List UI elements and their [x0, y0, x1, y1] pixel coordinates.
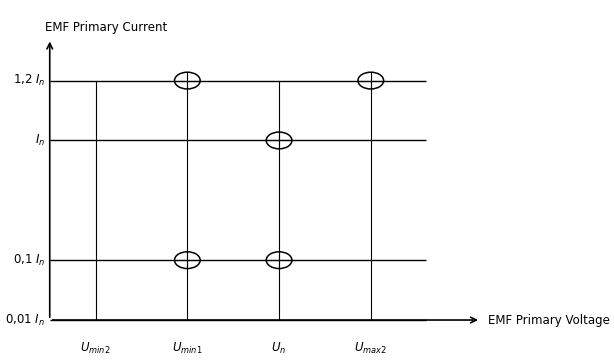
Text: EMF Primary Current: EMF Primary Current: [45, 21, 168, 34]
Text: $U_n$: $U_n$: [271, 341, 287, 356]
Text: 1,2 $I_n$: 1,2 $I_n$: [13, 73, 45, 88]
Text: $U_{max2}$: $U_{max2}$: [354, 341, 387, 356]
Text: $I_n$: $I_n$: [35, 133, 45, 148]
Text: $U_{min2}$: $U_{min2}$: [80, 341, 111, 356]
Text: 0,01 $I_n$: 0,01 $I_n$: [5, 312, 45, 328]
Text: EMF Primary Voltage: EMF Primary Voltage: [488, 313, 610, 327]
Text: $U_{min1}$: $U_{min1}$: [172, 341, 203, 356]
Text: 0,1 $I_n$: 0,1 $I_n$: [13, 253, 45, 268]
